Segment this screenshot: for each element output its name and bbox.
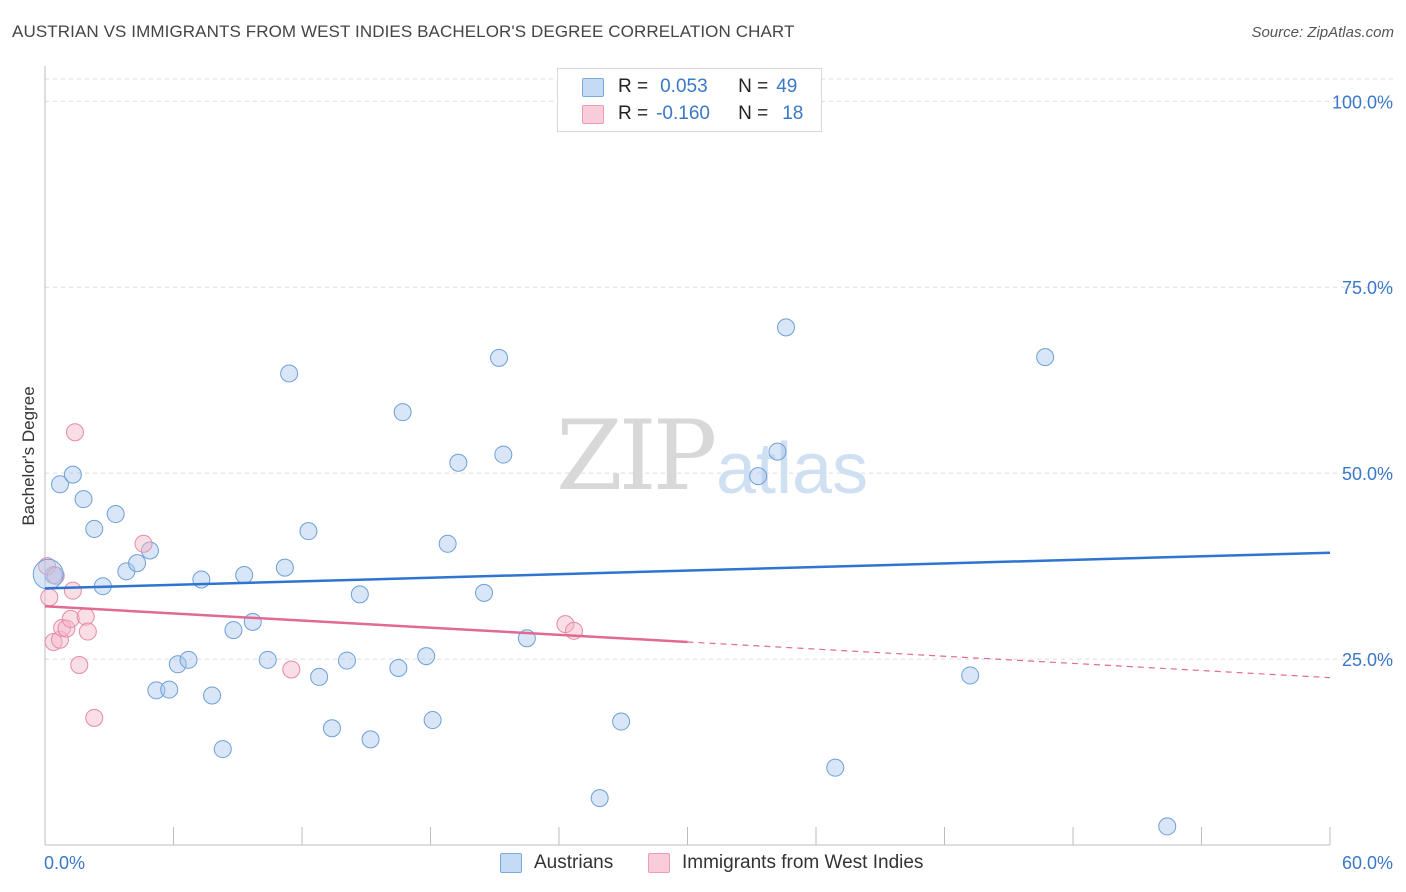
r-label: R = <box>618 76 649 97</box>
watermark-zip: ZIP <box>556 400 717 512</box>
austrian-point <box>590 789 609 808</box>
austrian-point <box>50 475 69 494</box>
x-tick-label: 60.0% <box>1342 853 1393 873</box>
austrian-point <box>140 541 159 560</box>
austrian-point <box>128 554 147 573</box>
austrian-point <box>438 534 457 553</box>
austrian-point <box>423 711 442 730</box>
austrian-point <box>275 558 294 577</box>
west-indies-point <box>61 609 80 628</box>
west-indies-point <box>85 708 104 727</box>
austrian-point <box>32 558 64 590</box>
austrian-point <box>160 680 179 699</box>
legend-item-austrians[interactable]: Austrians <box>500 852 613 874</box>
austrian-point <box>63 465 82 484</box>
austrian-point <box>361 730 380 749</box>
austrian-point <box>1158 817 1177 836</box>
y-tick-label: 100.0% <box>1332 92 1393 112</box>
stats-legend: R = 0.053 N = 49 R = -0.160 N = 18 <box>557 68 822 132</box>
r-label: R = <box>618 103 649 124</box>
austrian-point <box>147 681 166 700</box>
austrians-trend-line <box>44 551 1331 590</box>
stats-legend-row-austrians: R = 0.053 N = 49 <box>582 75 797 99</box>
austrian-point <box>203 686 222 705</box>
austrian-point <box>168 655 187 674</box>
austrians-swatch <box>500 853 522 873</box>
austrian-point <box>213 740 232 759</box>
west-indies-point <box>70 656 89 675</box>
west-indies-point <box>40 588 59 607</box>
austrian-point <box>74 490 93 509</box>
legend-label-austrians: Austrians <box>534 852 614 873</box>
y-tick-label: 50.0% <box>1342 464 1393 484</box>
austrian-point <box>449 453 468 472</box>
west-indies-point <box>57 619 76 638</box>
x-tick-label: 0.0% <box>44 853 85 873</box>
austrian-point <box>768 442 787 461</box>
austrian-point <box>393 403 412 422</box>
austrian-point <box>494 445 513 464</box>
west-indies-swatch <box>582 104 604 124</box>
west-indies-point <box>63 581 82 600</box>
austrian-point <box>475 583 494 602</box>
y-axis-label: Bachelor's Degree <box>19 386 38 525</box>
austrian-point <box>777 318 796 337</box>
austrian-point <box>749 467 768 486</box>
series-legend: Austrians Immigrants from West Indies <box>0 852 1406 878</box>
y-tick-label: 75.0% <box>1342 278 1393 298</box>
r-value: 0.053 <box>660 76 708 97</box>
west-indies-point <box>65 423 84 442</box>
austrian-point <box>85 519 104 538</box>
west-indies-point <box>134 534 153 553</box>
source-credit: Source: ZipAtlas.com <box>1251 24 1394 41</box>
west-indies-trend-extension <box>687 641 1331 679</box>
n-label: N = <box>738 76 769 97</box>
west-indies-trend-line <box>44 605 688 644</box>
austrian-point <box>106 505 125 524</box>
austrian-point <box>490 348 509 367</box>
austrian-point <box>350 585 369 604</box>
austrian-point <box>310 667 329 686</box>
austrians-swatch <box>582 77 604 97</box>
austrian-point <box>826 758 845 777</box>
west-indies-point <box>50 630 69 649</box>
west-indies-swatch <box>648 853 670 873</box>
r-value: -0.160 <box>656 103 710 124</box>
stats-legend-row-west-indies: R = -0.160 N = 18 <box>582 102 803 126</box>
west-indies-point <box>78 622 97 641</box>
west-indies-point <box>76 607 95 626</box>
austrian-point <box>179 650 198 669</box>
austrian-point <box>337 651 356 670</box>
chart-title: AUSTRIAN VS IMMIGRANTS FROM WEST INDIES … <box>12 22 795 41</box>
austrian-point <box>322 719 341 738</box>
legend-label-west-indies: Immigrants from West Indies <box>682 852 924 873</box>
watermark-atlas: atlas <box>716 429 869 509</box>
west-indies-point <box>282 660 301 679</box>
austrian-point <box>299 522 318 541</box>
austrian-point <box>417 647 436 666</box>
n-value: 49 <box>776 76 798 97</box>
austrian-point <box>1036 348 1055 367</box>
west-indies-point <box>46 566 65 585</box>
legend-item-west-indies[interactable]: Immigrants from West Indies <box>648 852 923 874</box>
y-tick-label: 25.0% <box>1342 650 1393 670</box>
austrian-point <box>258 650 277 669</box>
austrian-point <box>224 621 243 640</box>
n-label: N = <box>738 103 769 124</box>
austrian-point <box>389 659 408 678</box>
austrian-point <box>961 666 980 685</box>
austrian-point <box>235 566 254 585</box>
n-value: 18 <box>782 103 804 124</box>
austrian-point <box>612 712 631 731</box>
austrian-point <box>280 364 299 383</box>
austrian-point <box>243 612 262 631</box>
